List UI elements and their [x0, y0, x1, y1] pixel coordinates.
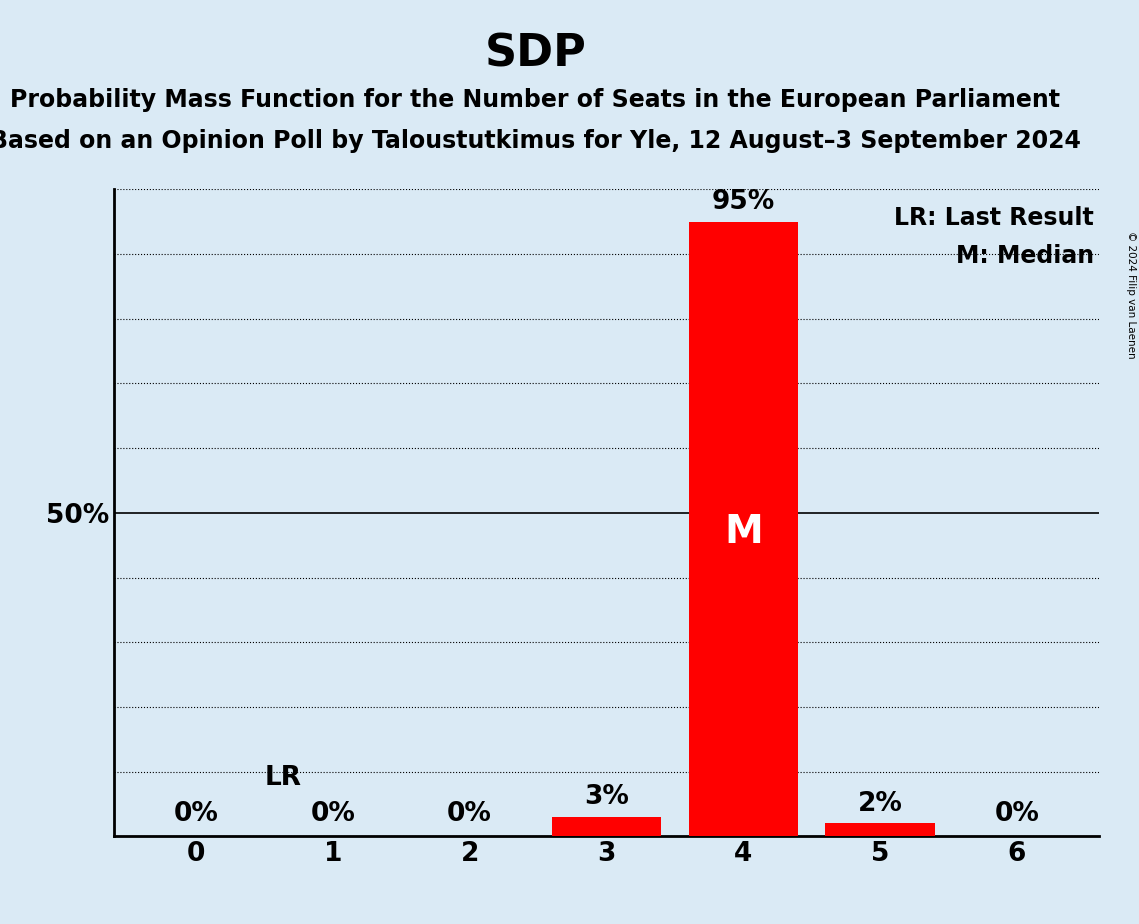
Text: SDP: SDP	[484, 32, 587, 76]
Bar	[551, 817, 662, 836]
Text: 2%: 2%	[858, 791, 902, 817]
Text: © 2024 Filip van Laenen: © 2024 Filip van Laenen	[1126, 231, 1136, 359]
Text: LR: LR	[264, 765, 302, 791]
Text: 0%: 0%	[311, 800, 355, 827]
Text: 95%: 95%	[712, 189, 775, 215]
Text: M: Median: M: Median	[956, 244, 1095, 268]
Text: 0%: 0%	[448, 800, 492, 827]
Text: Based on an Opinion Poll by Taloustutkimus for Yle, 12 August–3 September 2024: Based on an Opinion Poll by Taloustutkim…	[0, 129, 1081, 153]
Text: Probability Mass Function for the Number of Seats in the European Parliament: Probability Mass Function for the Number…	[10, 88, 1060, 112]
Text: 3%: 3%	[584, 784, 629, 810]
Text: LR: Last Result: LR: Last Result	[894, 206, 1095, 229]
Bar	[826, 823, 935, 836]
Bar	[689, 222, 798, 836]
Text: 0%: 0%	[173, 800, 219, 827]
Text: M: M	[724, 513, 763, 552]
Text: 0%: 0%	[994, 800, 1040, 827]
